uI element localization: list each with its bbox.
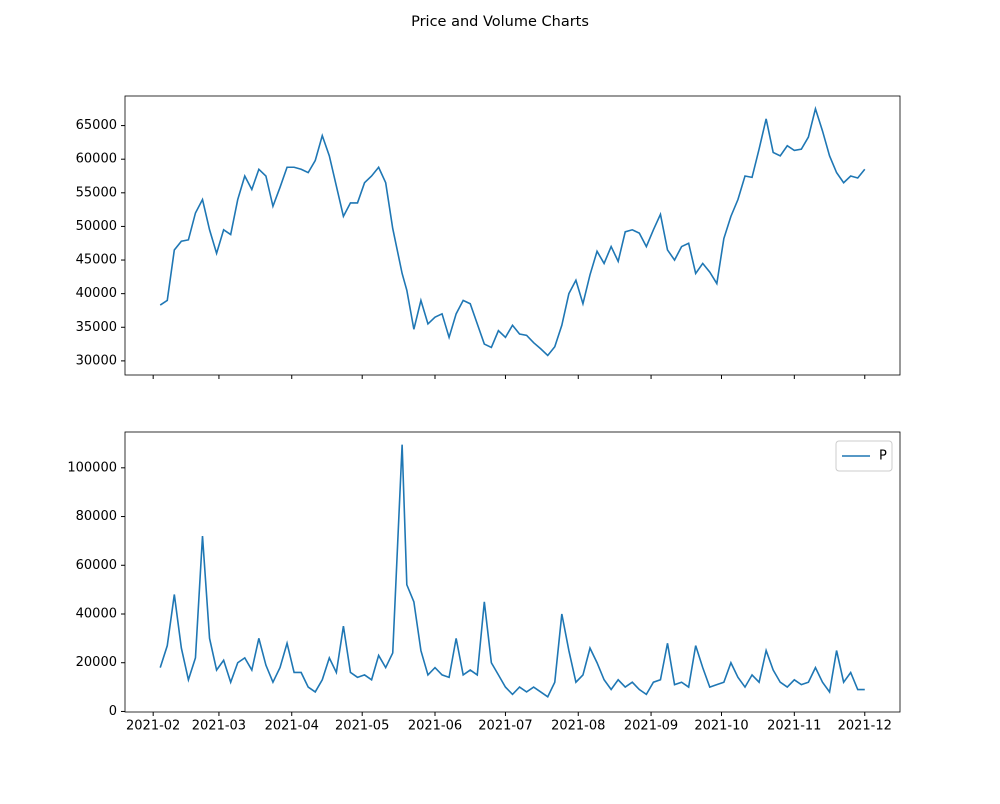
y-tick-label: 60000 (76, 558, 117, 573)
y-tick-label: 100000 (67, 460, 117, 475)
x-tick-label: 2021-12 (838, 719, 892, 734)
axes-frame (124, 431, 901, 713)
legend-label: P (879, 449, 887, 464)
x-tick-label: 2021-04 (265, 719, 319, 734)
y-tick-label: 40000 (76, 606, 117, 621)
y-tick-label: 45000 (76, 253, 117, 268)
x-tick-label: 2021-05 (335, 719, 389, 734)
x-tick-label: 2021-03 (192, 719, 246, 734)
y-tick-label: 80000 (76, 509, 117, 524)
x-tick-label: 2021-11 (767, 719, 821, 734)
axes-frame (124, 95, 901, 376)
price-line (159, 105, 866, 357)
x-tick-label: 2021-02 (126, 719, 180, 734)
y-tick-label: 40000 (76, 286, 117, 301)
figure-title: Price and Volume Charts (411, 14, 589, 30)
x-tick-label: 2021-07 (478, 719, 532, 734)
x-tick-label: 2021-10 (694, 719, 748, 734)
y-tick-label: 30000 (76, 353, 117, 368)
price-line (159, 444, 865, 699)
x-tick-label: 2021-06 (408, 719, 462, 734)
y-tick-label: 0 (109, 704, 117, 719)
y-tick-label: 35000 (76, 320, 117, 335)
y-tick-label: 55000 (76, 185, 117, 200)
y-tick-label: 60000 (76, 152, 117, 167)
x-tick-label: 2021-09 (624, 719, 678, 734)
y-tick-label: 50000 (76, 219, 117, 234)
x-tick-label: 2021-08 (551, 719, 605, 734)
y-tick-label: 65000 (76, 118, 117, 133)
y-tick-label: 20000 (76, 655, 117, 670)
